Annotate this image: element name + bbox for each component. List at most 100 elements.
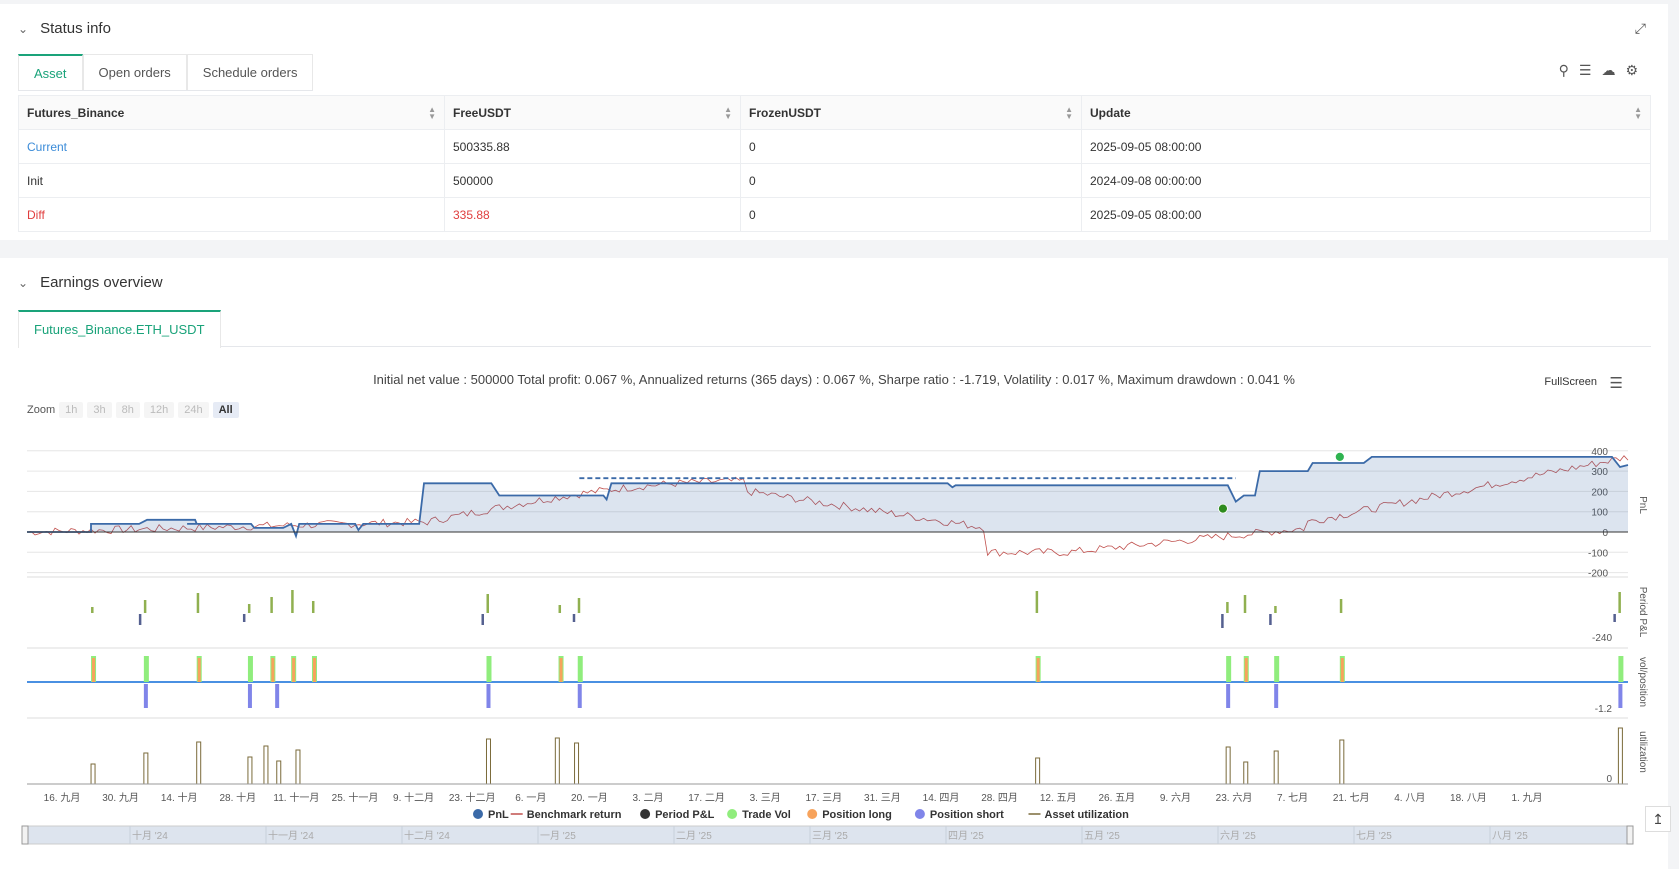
pnl-tick-label: 100 <box>1591 508 1608 519</box>
period-bar-negative <box>138 614 142 625</box>
zoom-all-button[interactable]: All <box>212 402 239 418</box>
x-tick-label: 28. 十月 <box>219 791 256 804</box>
x-tick-label: 3. 三月 <box>750 792 781 804</box>
navigator-tick-label: 八月 '25 <box>1492 830 1528 842</box>
search-icon[interactable]: ⚲ <box>1558 62 1569 78</box>
period-bar-negative <box>572 614 576 622</box>
trade-vol-bar <box>143 656 149 682</box>
sort-icon[interactable]: ▲ ▼ <box>724 105 732 121</box>
row-label: Current <box>18 129 445 164</box>
pnl-tick-label: 400 <box>1591 447 1608 458</box>
navigator-tick-label: 二月 '25 <box>676 830 712 842</box>
position-short-bar <box>143 684 148 708</box>
zoom-3h-button[interactable]: 3h <box>87 402 112 418</box>
util-axis-label: utilization <box>1637 731 1648 773</box>
x-tick-label: 14. 十月 <box>161 791 198 804</box>
x-tick-label: 7. 七月 <box>1277 792 1308 804</box>
row-label: Diff <box>18 197 445 232</box>
zoom-12h-button[interactable]: 12h <box>143 402 175 418</box>
tab-eth-usdt[interactable]: Futures_Binance.ETH_USDT <box>18 310 221 348</box>
trade-vol-bar <box>1618 656 1624 682</box>
status-tabs: Asset Open orders Schedule orders <box>18 54 314 91</box>
column-header[interactable]: FreeUSDT ▲ ▼ <box>444 95 741 130</box>
hamburger-menu-icon[interactable]: ☰ <box>1609 375 1623 392</box>
list-icon[interactable]: ☰ <box>1578 62 1592 78</box>
gear-icon[interactable]: ⚙ <box>1625 62 1638 78</box>
sort-icon[interactable]: ▲ ▼ <box>1065 105 1073 121</box>
legend-item[interactable]: Position short <box>930 809 1004 821</box>
status-header[interactable]: ⌄ Status info <box>18 20 111 37</box>
x-tick-label: 16. 九月 <box>44 792 81 804</box>
position-short-bar <box>1226 684 1231 708</box>
trade-vol-bar <box>247 656 253 682</box>
position-long-bar <box>197 658 201 682</box>
tab-open-orders[interactable]: Open orders <box>82 54 187 90</box>
chevron-down-icon[interactable]: ⌄ <box>18 21 29 36</box>
x-tick-label: 12. 五月 <box>1040 792 1077 804</box>
x-tick-label: 6. 一月 <box>515 792 546 804</box>
position-long-bar <box>1244 658 1248 682</box>
earnings-title: Earnings overview <box>40 274 163 291</box>
column-header[interactable]: Update ▲ ▼ <box>1081 95 1651 130</box>
x-tick-label: 30. 九月 <box>102 792 139 804</box>
position-long-bar <box>559 658 563 682</box>
zoom-24h-button[interactable]: 24h <box>178 402 209 418</box>
x-tick-label: 3. 二月 <box>632 792 663 804</box>
utilization-bar <box>1617 727 1623 785</box>
pnl-area <box>27 456 1628 537</box>
earnings-header[interactable]: ⌄ Earnings overview <box>18 274 163 291</box>
back-to-top-icon[interactable]: ↥ <box>1645 806 1671 832</box>
navigator-handle-right[interactable] <box>1626 825 1634 845</box>
table-row: Init 500000 0 2024-09-08 00:00:00 <box>18 163 1651 198</box>
util-tick-label: 0 <box>1606 774 1612 785</box>
column-header[interactable]: FrozenUSDT ▲ ▼ <box>740 95 1082 130</box>
zoom-1h-button[interactable]: 1h <box>59 402 84 418</box>
update-value: 2025-09-05 08:00:00 <box>1081 197 1651 232</box>
zoom-8h-button[interactable]: 8h <box>115 402 140 418</box>
sort-icon[interactable]: ▲ ▼ <box>1634 105 1642 121</box>
legend-item[interactable]: Position long <box>822 809 892 821</box>
chevron-down-icon[interactable]: ⌄ <box>18 275 29 290</box>
navigator-tick-label: 六月 '25 <box>1220 830 1256 842</box>
earnings-tabs: Futures_Binance.ETH_USDT <box>18 310 1651 348</box>
zoom-bar: Zoom 1h 3h 8h 12h 24h All <box>27 402 239 418</box>
position-short-bar <box>577 684 582 708</box>
legend-item[interactable]: Trade Vol <box>742 809 791 821</box>
x-tick-label: 17. 三月 <box>805 792 842 804</box>
x-tick-label: 14. 四月 <box>923 792 960 804</box>
utilization-bar <box>1035 757 1041 785</box>
utilization-bar <box>196 741 202 785</box>
position-long-bar <box>271 658 275 682</box>
tab-asset[interactable]: Asset <box>18 54 83 90</box>
period-bar <box>291 590 294 613</box>
cloud-download-icon[interactable]: ☁ <box>1601 62 1616 78</box>
legend-item[interactable]: Asset utilization <box>1045 809 1130 821</box>
position-long-bar <box>92 658 96 682</box>
fullscreen-button[interactable]: FullScreen <box>1544 376 1597 388</box>
frozen-value: 0 <box>740 129 1082 164</box>
pnl-axis-label: PnL <box>1637 496 1648 514</box>
x-tick-label: 21. 七月 <box>1333 792 1370 804</box>
pnl-tick-label: 300 <box>1591 467 1608 478</box>
tab-schedule-orders[interactable]: Schedule orders <box>186 54 314 90</box>
table-tools: ⚲ ☰ ☁ ⚙ <box>1559 62 1638 79</box>
zoom-label: Zoom <box>27 404 56 416</box>
trade-vol-bar <box>1226 656 1232 682</box>
navigator-tick-label: 七月 '25 <box>1356 830 1392 842</box>
trade-vol-bar <box>486 656 492 682</box>
legend-item[interactable]: Period P&L <box>655 809 715 821</box>
column-header[interactable]: Futures_Binance ▲ ▼ <box>18 95 445 130</box>
period-bar <box>143 600 147 613</box>
compress-icon[interactable]: ⤢ <box>1634 20 1646 36</box>
status-panel: ⌄ Status info ⤢ Asset Open orders Schedu… <box>0 4 1668 240</box>
legend-item[interactable]: PnL <box>488 809 509 821</box>
legend-item[interactable]: Benchmark return <box>527 809 622 821</box>
legend-symbol <box>640 809 651 819</box>
sort-icon[interactable]: ▲ ▼ <box>428 105 436 121</box>
navigator-handle-left[interactable] <box>21 825 29 845</box>
trade-marker <box>1218 503 1228 514</box>
utilization-bar <box>554 737 560 785</box>
utilization-bar <box>1243 761 1249 785</box>
position-short-bar <box>1274 684 1279 708</box>
